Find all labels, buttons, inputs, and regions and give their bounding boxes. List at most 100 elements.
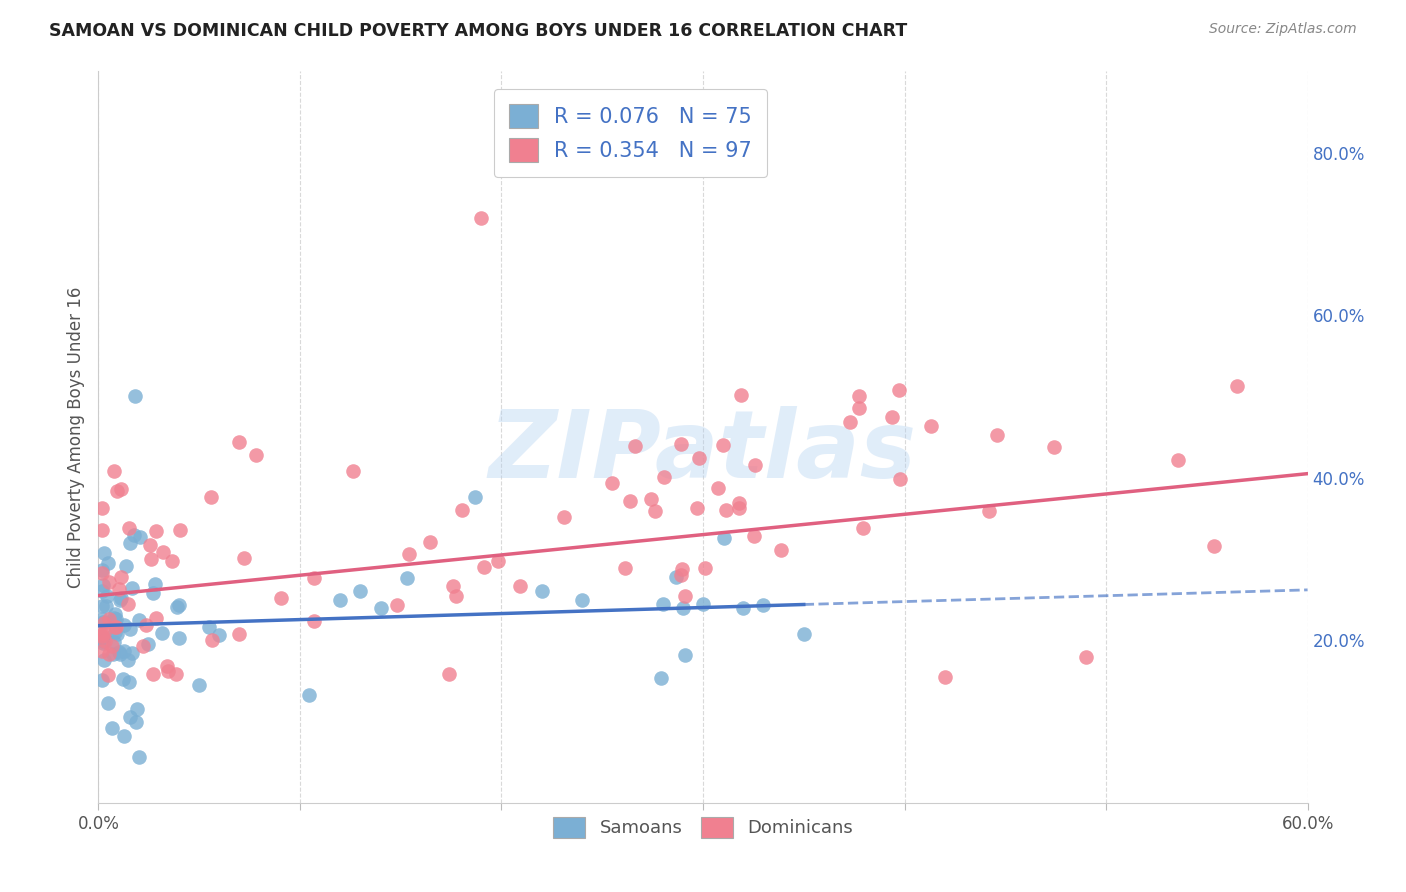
Point: [887, 383, 910, 397]
Point: [120, 622, 142, 636]
Point: [97, 556, 120, 570]
Point: [91, 673, 114, 687]
Point: [104, 624, 127, 639]
Point: [103, 464, 125, 478]
Point: [298, 688, 321, 702]
Point: [91, 633, 114, 648]
Point: [139, 552, 162, 566]
Point: [669, 437, 692, 451]
Point: [188, 677, 211, 691]
Point: [135, 617, 157, 632]
Point: [553, 510, 575, 524]
Point: [127, 702, 149, 716]
Point: [118, 710, 141, 724]
Point: [651, 597, 673, 611]
Point: [91, 578, 114, 592]
Y-axis label: Child Poverty Among Boys Under 16: Child Poverty Among Boys Under 16: [66, 286, 84, 588]
Point: [122, 527, 145, 541]
Point: [851, 521, 873, 535]
Point: [143, 577, 166, 591]
Point: [302, 614, 325, 628]
Point: [600, 475, 623, 490]
Point: [714, 503, 737, 517]
Point: [152, 545, 174, 559]
Point: [104, 607, 127, 621]
Point: [98, 574, 121, 589]
Point: [93, 616, 115, 631]
Point: [91, 500, 114, 515]
Point: [132, 639, 155, 653]
Point: [105, 627, 128, 641]
Point: [920, 418, 942, 433]
Point: [91, 635, 114, 649]
Point: [91, 583, 114, 598]
Point: [118, 674, 141, 689]
Point: [889, 472, 911, 486]
Point: [94, 599, 117, 614]
Point: [110, 482, 132, 496]
Point: [104, 620, 127, 634]
Point: [848, 401, 870, 415]
Point: [396, 571, 419, 585]
Point: [619, 493, 641, 508]
Point: [652, 469, 675, 483]
Point: [1202, 539, 1225, 553]
Point: [200, 490, 222, 504]
Point: [673, 648, 696, 663]
Point: [105, 483, 128, 498]
Point: [270, 591, 292, 605]
Point: [167, 632, 190, 646]
Point: [121, 646, 143, 660]
Point: [93, 652, 115, 666]
Point: [112, 672, 135, 686]
Point: [686, 501, 709, 516]
Point: [91, 615, 114, 630]
Point: [672, 600, 695, 615]
Point: [1074, 649, 1097, 664]
Point: [727, 496, 749, 510]
Point: [673, 589, 696, 603]
Point: [1043, 440, 1066, 454]
Point: [233, 550, 256, 565]
Point: [125, 715, 148, 730]
Point: [302, 571, 325, 585]
Point: [103, 634, 125, 648]
Point: [110, 647, 132, 661]
Point: [157, 664, 180, 678]
Point: [848, 389, 870, 403]
Point: [108, 582, 131, 597]
Point: [136, 637, 159, 651]
Point: [97, 696, 120, 710]
Point: [91, 611, 114, 625]
Point: [671, 562, 693, 576]
Point: [977, 504, 1000, 518]
Point: [114, 559, 136, 574]
Point: [118, 520, 141, 534]
Point: [91, 523, 114, 537]
Point: [112, 644, 135, 658]
Text: ZIPatlas: ZIPatlas: [489, 406, 917, 498]
Point: [94, 634, 117, 648]
Point: [91, 566, 114, 581]
Point: [986, 427, 1008, 442]
Point: [155, 659, 177, 673]
Point: [104, 620, 127, 634]
Point: [839, 415, 862, 429]
Point: [711, 438, 734, 452]
Point: [228, 627, 250, 641]
Point: [105, 612, 128, 626]
Point: [91, 629, 114, 643]
Point: [91, 630, 114, 644]
Point: [245, 448, 267, 462]
Point: [509, 579, 531, 593]
Point: [688, 451, 710, 466]
Point: [342, 464, 364, 478]
Text: SAMOAN VS DOMINICAN CHILD POVERTY AMONG BOYS UNDER 16 CORRELATION CHART: SAMOAN VS DOMINICAN CHILD POVERTY AMONG …: [49, 22, 907, 40]
Point: [96, 589, 118, 603]
Point: [97, 647, 120, 661]
Point: [464, 490, 486, 504]
Point: [692, 597, 714, 611]
Point: [349, 584, 371, 599]
Point: [439, 667, 461, 681]
Point: [650, 671, 672, 685]
